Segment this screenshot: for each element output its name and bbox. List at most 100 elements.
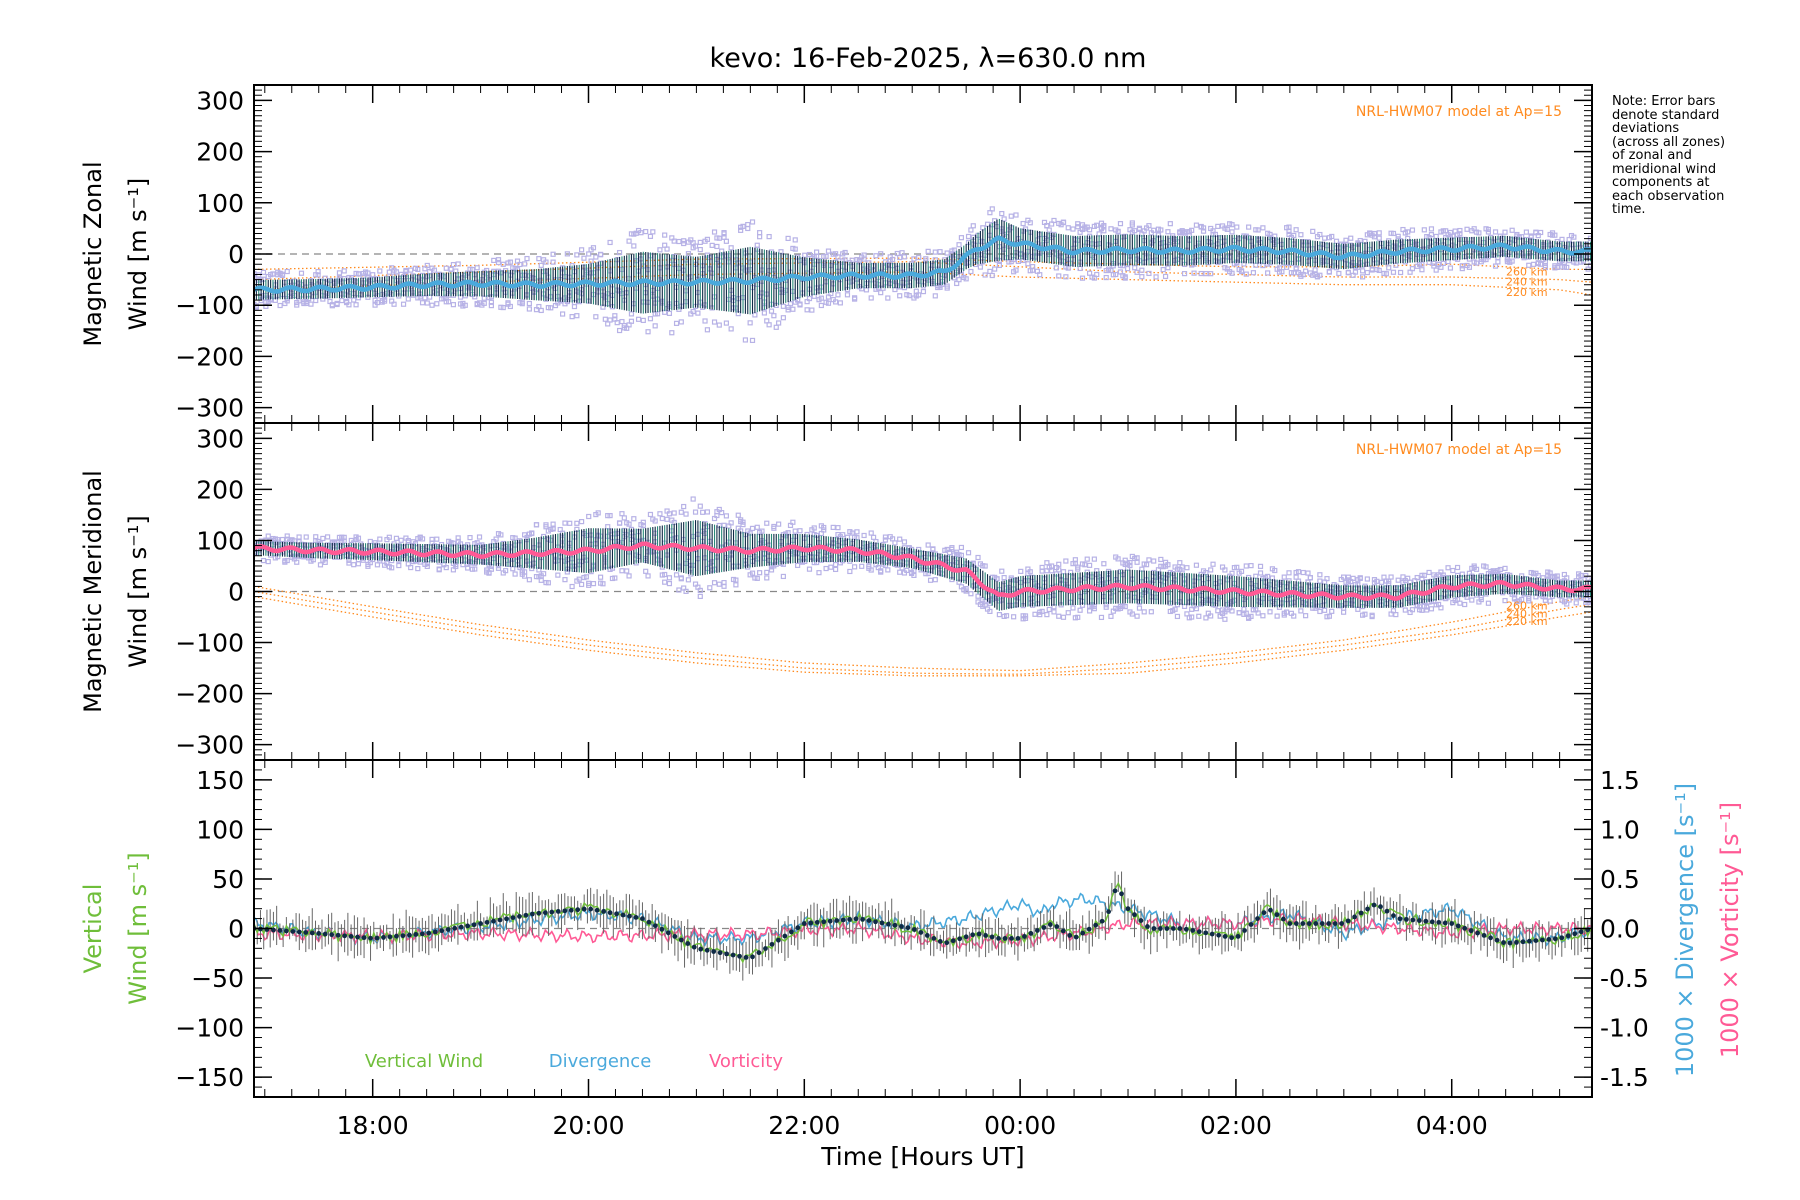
- zone-point: [868, 295, 874, 301]
- zone-point: [1485, 229, 1492, 235]
- zone-point: [405, 296, 411, 302]
- zone-point: [768, 308, 775, 314]
- zone-point: [436, 567, 442, 573]
- zone-point: [1457, 231, 1463, 237]
- zone-point: [1272, 567, 1278, 574]
- zone-point: [1554, 264, 1560, 270]
- zone-point: [1447, 265, 1454, 271]
- zone-point: [704, 236, 711, 242]
- zone-point: [754, 524, 760, 530]
- zone-point: [1115, 229, 1121, 235]
- zone-point: [916, 254, 922, 261]
- zone-point: [645, 329, 651, 335]
- zone-point: [526, 577, 532, 583]
- zone-point: [524, 255, 530, 262]
- zone-point: [254, 271, 257, 277]
- model-altitude-label: 220 km: [1506, 286, 1548, 299]
- zone-point: [355, 535, 362, 541]
- zone-point: [685, 577, 692, 583]
- zone-point: [1056, 273, 1062, 279]
- zone-point: [284, 268, 290, 275]
- zone-point: [1060, 614, 1067, 620]
- zone-point: [1044, 560, 1050, 566]
- zone-point: [809, 307, 815, 313]
- zone-point: [1222, 567, 1228, 573]
- zone-point: [1124, 266, 1131, 272]
- zone-point: [1322, 235, 1328, 241]
- zone-point: [1139, 267, 1145, 273]
- zone-point: [550, 521, 556, 527]
- y-tick-label: −100: [175, 629, 244, 658]
- zone-point: [1070, 226, 1076, 232]
- zone-point: [329, 303, 335, 309]
- zone-point: [467, 535, 473, 541]
- y-tick-label: −200: [175, 342, 244, 371]
- zone-point: [1238, 268, 1245, 274]
- zone-point: [1552, 232, 1558, 238]
- zone-point: [1388, 574, 1394, 580]
- zone-point: [1359, 274, 1366, 280]
- zone-point: [1094, 222, 1100, 228]
- zone-point: [697, 593, 703, 600]
- zone-point: [1267, 231, 1273, 238]
- zone-point: [771, 313, 777, 319]
- zone-point: [749, 525, 756, 532]
- zone-point: [1108, 613, 1114, 619]
- zone-point: [593, 254, 599, 260]
- zone-point: [840, 532, 846, 538]
- zone-point: [643, 568, 649, 574]
- zone-point: [1001, 216, 1007, 222]
- zone-point: [1122, 275, 1128, 281]
- zone-point: [1246, 224, 1252, 230]
- zone-point: [792, 237, 798, 243]
- zone-point: [1039, 564, 1045, 571]
- zone-point: [1193, 606, 1200, 612]
- zone-point: [1376, 235, 1382, 241]
- zone-point: [1184, 565, 1190, 571]
- zone-point: [1473, 566, 1480, 572]
- zone-point: [963, 588, 969, 594]
- zone-point: [1165, 229, 1171, 235]
- zone-point: [616, 249, 623, 256]
- plot-area: [254, 206, 1592, 344]
- zone-point: [429, 302, 435, 308]
- zone-point: [1022, 613, 1029, 619]
- zone-point: [481, 300, 487, 306]
- y-axis-title-line2: Wind [m s⁻¹]: [124, 178, 152, 330]
- zone-point: [578, 581, 585, 588]
- zone-point: [1440, 260, 1446, 266]
- zone-point: [353, 302, 359, 308]
- zone-point: [1191, 270, 1197, 276]
- zone-point: [692, 243, 699, 249]
- zone-point: [1424, 607, 1430, 613]
- zone-point: [536, 256, 542, 262]
- zone-point: [567, 520, 573, 526]
- zone-point: [595, 510, 601, 516]
- zone-point: [1063, 274, 1069, 280]
- zone-point: [818, 295, 824, 301]
- zone-point: [640, 523, 646, 529]
- zone-point: [590, 245, 597, 251]
- zone-point: [711, 229, 718, 235]
- zone-point: [1421, 572, 1427, 578]
- zone-point: [790, 519, 796, 525]
- zone-point: [1046, 227, 1052, 233]
- zone-point: [1409, 227, 1416, 233]
- zone-point: [970, 223, 976, 229]
- zone-point: [1103, 604, 1109, 610]
- zone-point: [968, 591, 974, 597]
- zone-point: [1538, 261, 1544, 267]
- zone-point: [1450, 567, 1456, 574]
- zone-point: [1542, 597, 1548, 603]
- zone-point: [678, 576, 684, 582]
- zone-point: [1329, 233, 1335, 240]
- zone-point: [1466, 264, 1473, 270]
- mean-wind-line: [254, 541, 1592, 601]
- zone-point: [1075, 224, 1081, 230]
- zone-point: [265, 533, 271, 539]
- zone-point: [393, 535, 400, 541]
- zone-point: [1148, 609, 1154, 615]
- zone-point: [1146, 270, 1152, 277]
- zone-point: [1497, 566, 1503, 573]
- zone-point: [1015, 258, 1021, 264]
